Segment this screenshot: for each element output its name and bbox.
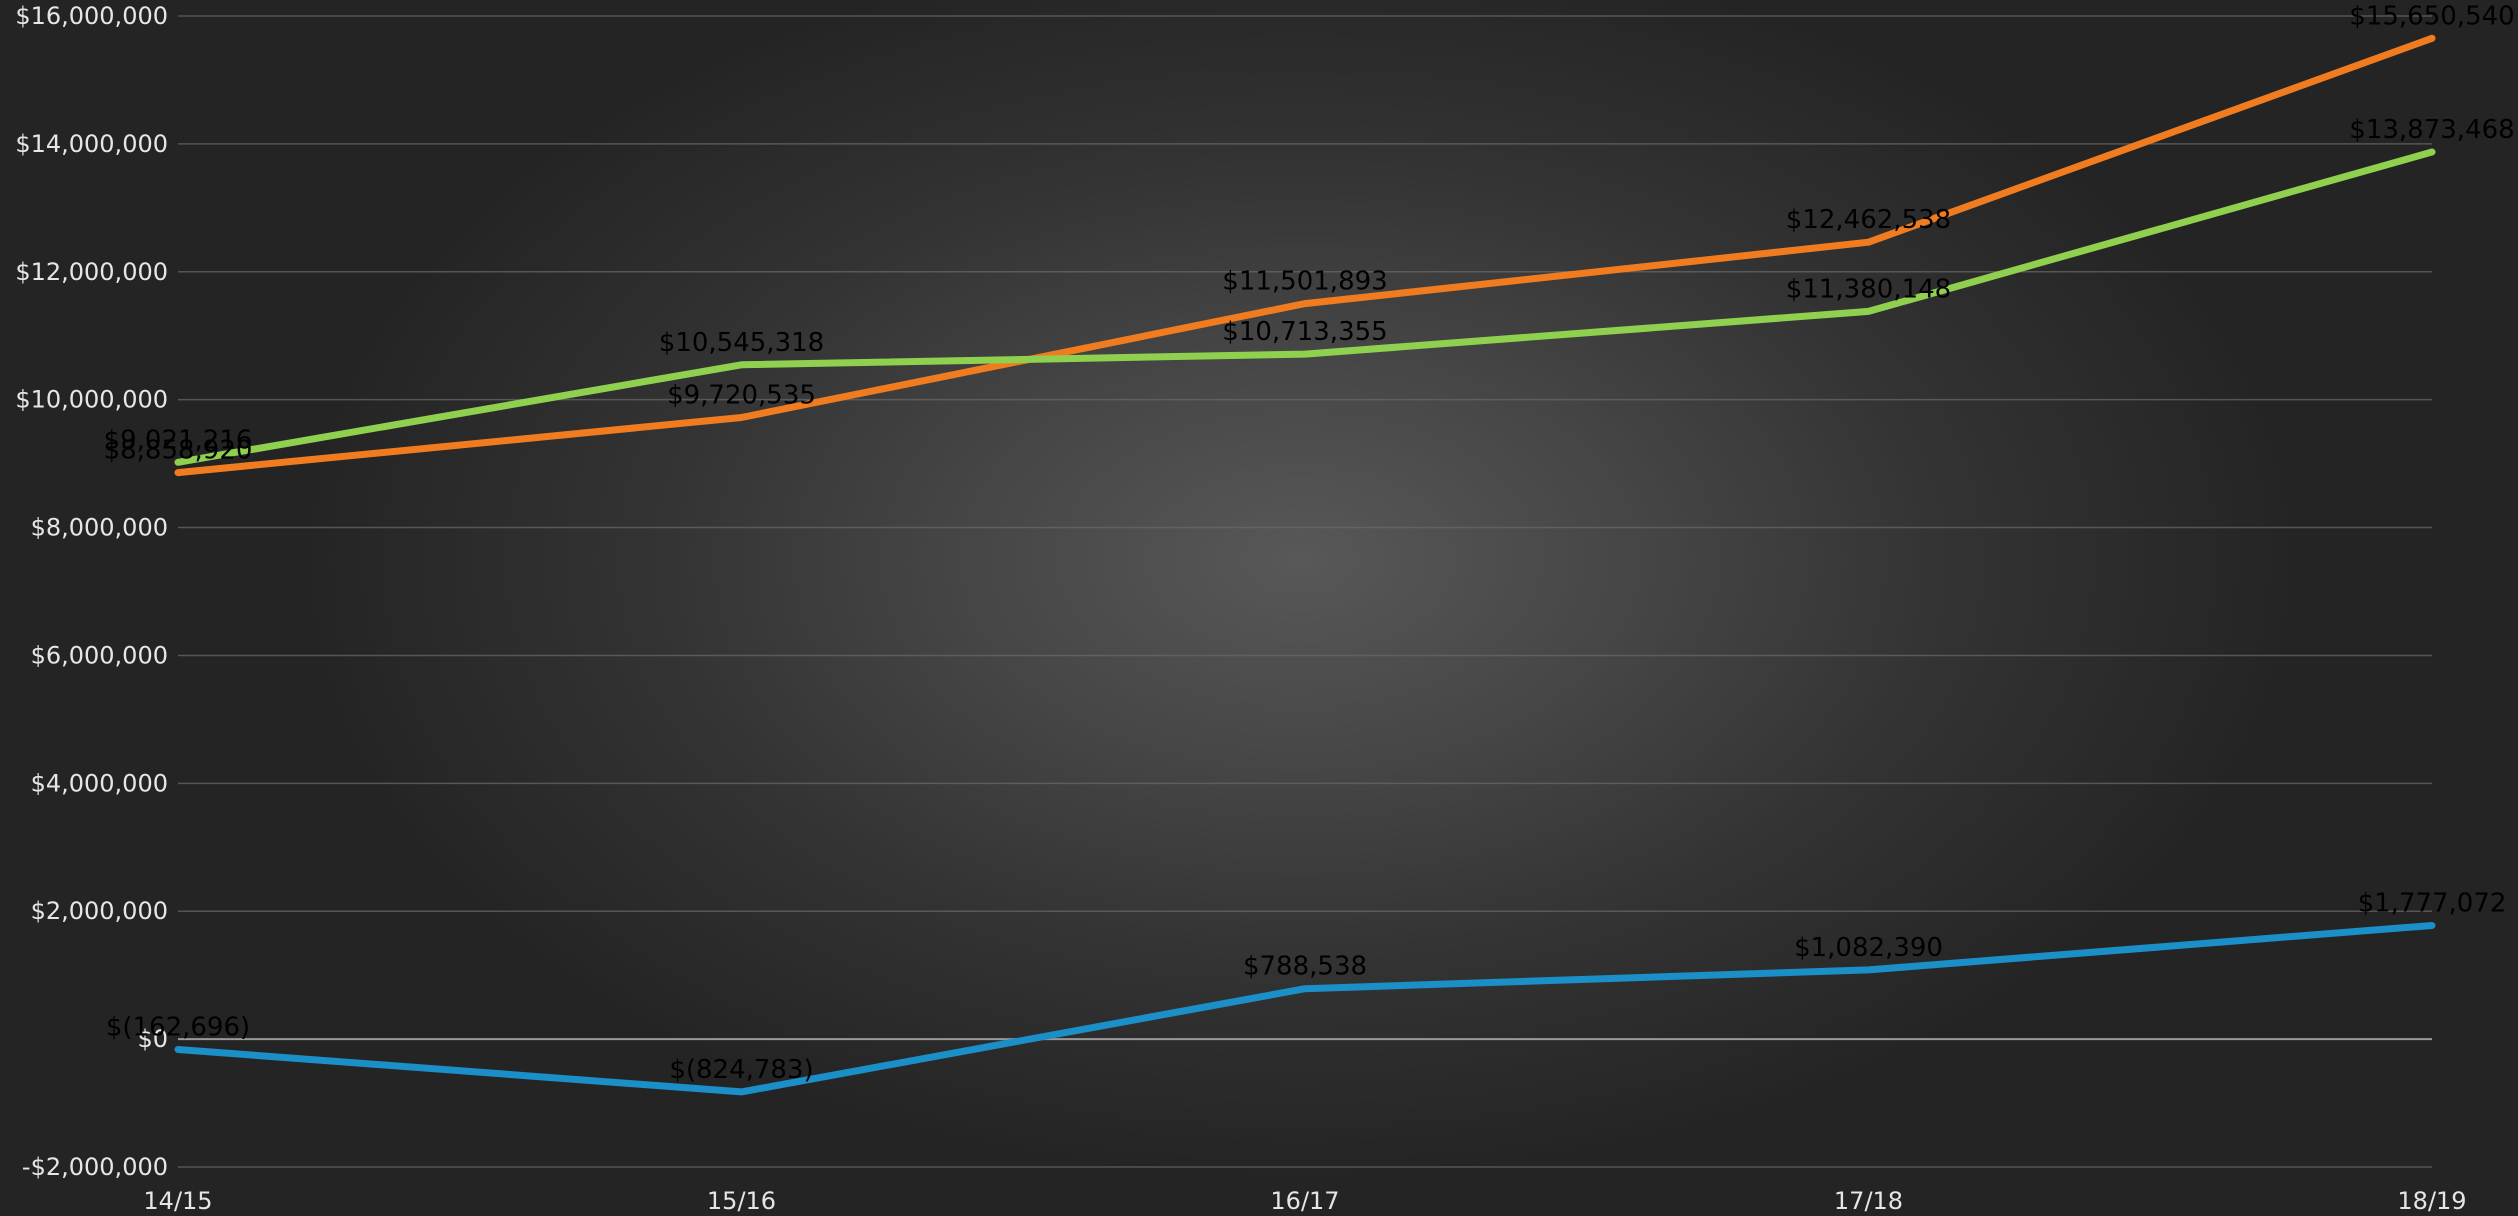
x-tick-label: 18/19 <box>2397 1187 2466 1215</box>
data-label: $1,082,390 <box>1794 933 1943 963</box>
y-tick-label: $16,000,000 <box>15 2 168 30</box>
data-label: $788,538 <box>1243 952 1367 982</box>
y-tick-label: $14,000,000 <box>15 130 168 158</box>
x-tick-label: 16/17 <box>1270 1187 1339 1215</box>
data-point <box>1865 308 1872 315</box>
data-label: $1,777,072 <box>2358 888 2507 918</box>
data-point <box>175 459 181 466</box>
data-point <box>2429 35 2435 42</box>
data-label: $11,501,893 <box>1222 267 1387 297</box>
data-label: $8,858,920 <box>104 436 253 466</box>
series-line <box>174 34 2436 477</box>
data-point <box>1865 966 1872 973</box>
data-point <box>738 1088 745 1095</box>
y-tick-label: $2,000,000 <box>31 897 168 925</box>
data-label: $10,545,318 <box>659 328 824 358</box>
data-label: $15,650,540 <box>2349 1 2514 31</box>
y-tick-label: $4,000,000 <box>31 769 168 797</box>
data-point <box>2429 148 2435 155</box>
x-tick-label: 15/16 <box>707 1187 776 1215</box>
y-tick-label: $10,000,000 <box>15 386 168 414</box>
y-tick-label: $6,000,000 <box>31 641 168 669</box>
data-label: $10,713,355 <box>1222 317 1387 347</box>
data-point <box>738 414 745 421</box>
x-axis-ticks: 14/15 15/16 16/17 17/18 18/19 <box>143 1187 2466 1215</box>
data-label: $9,021,216 <box>104 425 253 455</box>
data-label: $9,720,535 <box>667 381 816 411</box>
grid <box>178 15 2432 1168</box>
data-point <box>175 469 181 476</box>
data-label: $12,462,538 <box>1786 205 1951 235</box>
data-point <box>1865 239 1872 246</box>
data-point <box>1302 300 1308 307</box>
y-tick-label: $8,000,000 <box>31 514 168 542</box>
x-tick-label: 17/18 <box>1834 1187 1903 1215</box>
x-tick-label: 14/15 <box>143 1187 212 1215</box>
data-point <box>2429 922 2435 929</box>
series-line <box>174 922 2436 1096</box>
y-axis-ticks: $16,000,000 $14,000,000 $12,000,000 $10,000… <box>15 2 168 1181</box>
series-lines <box>174 34 2436 1096</box>
data-point <box>175 1046 181 1053</box>
data-label: $(824,783) <box>669 1055 813 1085</box>
data-point <box>738 361 745 368</box>
y-tick-label: $0 <box>137 1025 168 1053</box>
data-label: $(162,696) <box>106 1013 250 1043</box>
data-labels: $8,858,920 $9,720,535 $11,501,893 $12,462,5… <box>104 1 2515 1085</box>
data-point <box>1302 985 1308 992</box>
data-label: $11,380,148 <box>1786 274 1951 304</box>
y-tick-label: $12,000,000 <box>15 258 168 286</box>
y-tick-label: -$2,000,000 <box>22 1153 168 1181</box>
data-point <box>1302 351 1308 358</box>
data-label: $13,873,468 <box>2349 115 2514 145</box>
